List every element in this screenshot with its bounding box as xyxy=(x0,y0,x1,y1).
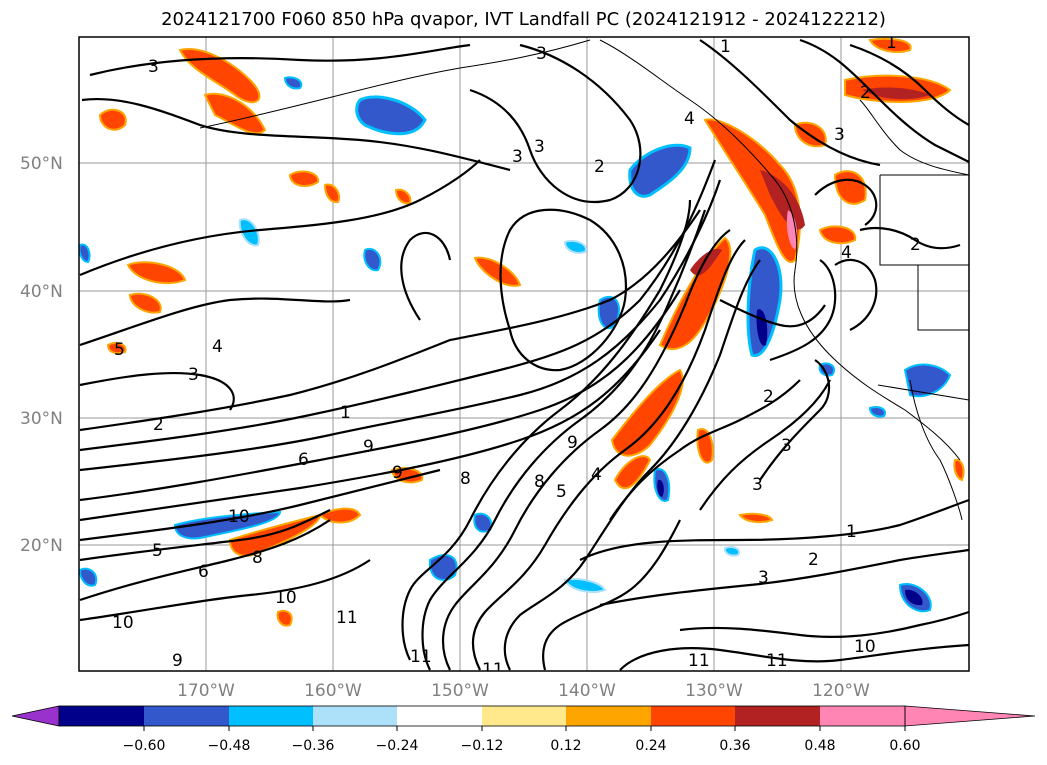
latitude-labels: 50°N 40°N 30°N 20°N xyxy=(20,154,63,556)
colorbar-tick-label: −0.48 xyxy=(208,738,251,754)
colorbar-tick-label: 0.24 xyxy=(635,738,666,754)
contour-label: 10 xyxy=(854,637,876,657)
contour-label: 10 xyxy=(275,588,297,608)
contour-label: 2 xyxy=(910,235,921,255)
contour-label: 3 xyxy=(148,57,159,77)
contour-label: 3 xyxy=(536,44,547,64)
contour-label: 4 xyxy=(841,243,852,263)
contour-label: 6 xyxy=(198,562,209,582)
contour-label: 2 xyxy=(763,387,774,407)
map-plot-area: 3 1 3 3 2 3 1 4 5 3 2 2 1 6 9 8 10 5 6 8… xyxy=(79,33,969,680)
colorbar-segment xyxy=(397,706,482,726)
lat-label: 50°N xyxy=(20,154,63,174)
ivt-contours xyxy=(79,38,969,671)
contour-label: 2 xyxy=(153,415,164,435)
contour-label: 8 xyxy=(460,469,471,489)
positive-anomaly-patches xyxy=(98,37,965,627)
contour-label: 2 xyxy=(808,550,819,570)
contour-label: 3 xyxy=(188,365,199,385)
map-frame xyxy=(78,36,970,672)
colorbar-tick-label: 0.60 xyxy=(889,738,920,754)
contour-label: 5 xyxy=(152,541,163,561)
colorbar-segment xyxy=(144,706,229,726)
colorbar-segment xyxy=(566,706,651,726)
contour-label: 3 xyxy=(752,475,763,495)
colorbar-segment xyxy=(820,706,905,726)
colorbar-segment xyxy=(735,706,820,726)
contour-label: 4 xyxy=(684,109,695,129)
contour-label: 11 xyxy=(766,651,788,671)
contour-label: 9 xyxy=(392,463,403,483)
contour-label: 11 xyxy=(336,608,358,628)
lon-label: 160°W xyxy=(304,681,362,701)
contour-label: 8 xyxy=(534,472,545,492)
lon-label: 150°W xyxy=(431,681,489,701)
contour-label: 11 xyxy=(482,660,504,680)
colorbar-tick-label: −0.24 xyxy=(376,738,419,754)
contour-label: 3 xyxy=(534,137,545,157)
colorbar: −0.60 −0.48 −0.36 −0.24 −0.12 0.12 0.24 … xyxy=(11,705,1036,754)
contour-label: 9 xyxy=(172,651,183,671)
contour-label: 2 xyxy=(860,83,871,103)
contour-label: 1 xyxy=(720,37,731,57)
contour-label: 9 xyxy=(567,433,578,453)
lon-label: 140°W xyxy=(558,681,616,701)
colorbar-tick-label: −0.36 xyxy=(292,738,335,754)
lon-label: 120°W xyxy=(812,681,870,701)
contour-label: 11 xyxy=(688,651,710,671)
colorbar-segment xyxy=(482,706,566,726)
contour-label: 5 xyxy=(556,482,567,502)
contour-label: 5 xyxy=(114,340,125,360)
lat-label: 30°N xyxy=(20,409,63,429)
contour-label: 4 xyxy=(212,337,223,357)
colorbar-segment xyxy=(229,706,313,726)
contour-label: 9 xyxy=(363,437,374,457)
colorbar-tick-label: 0.12 xyxy=(550,738,581,754)
contour-label: 2 xyxy=(594,157,605,177)
contour-label: 3 xyxy=(834,125,845,145)
map-title: 2024121700 F060 850 hPa qvapor, IVT Land… xyxy=(161,9,886,30)
contour-label: 6 xyxy=(298,450,309,470)
coastlines xyxy=(199,39,969,521)
contour-label: 8 xyxy=(252,548,263,568)
contour-label: 3 xyxy=(512,147,523,167)
contour-labels: 3 1 3 3 2 3 1 4 5 3 2 2 1 6 9 8 10 5 6 8… xyxy=(112,33,921,680)
colorbar-segment xyxy=(651,706,735,726)
contour-label: 1 xyxy=(340,403,351,423)
contour-label: 3 xyxy=(781,436,792,456)
lon-label: 170°W xyxy=(177,681,235,701)
contour-label: 1 xyxy=(886,33,897,53)
colorbar-segment xyxy=(59,706,144,726)
colorbar-tick-label: −0.60 xyxy=(123,738,166,754)
lat-label: 40°N xyxy=(20,282,63,302)
colorbar-tick-label: −0.12 xyxy=(461,738,504,754)
colorbar-extend-low xyxy=(11,705,60,727)
contour-label: 10 xyxy=(112,613,134,633)
colorbar-tick-label: 0.48 xyxy=(804,738,835,754)
colorbar-extend-high xyxy=(904,705,1036,727)
longitude-labels: 170°W 160°W 150°W 140°W 130°W 120°W xyxy=(177,681,870,701)
contour-label: 3 xyxy=(758,568,769,588)
colorbar-segment xyxy=(313,706,397,726)
contour-label: 10 xyxy=(228,507,250,527)
lat-label: 20°N xyxy=(20,536,63,556)
contour-label: 4 xyxy=(591,465,602,485)
colorbar-tick-label: 0.36 xyxy=(719,738,750,754)
contour-label: 1 xyxy=(846,522,857,542)
lon-label: 130°W xyxy=(685,681,743,701)
contour-label: 11 xyxy=(410,647,432,667)
